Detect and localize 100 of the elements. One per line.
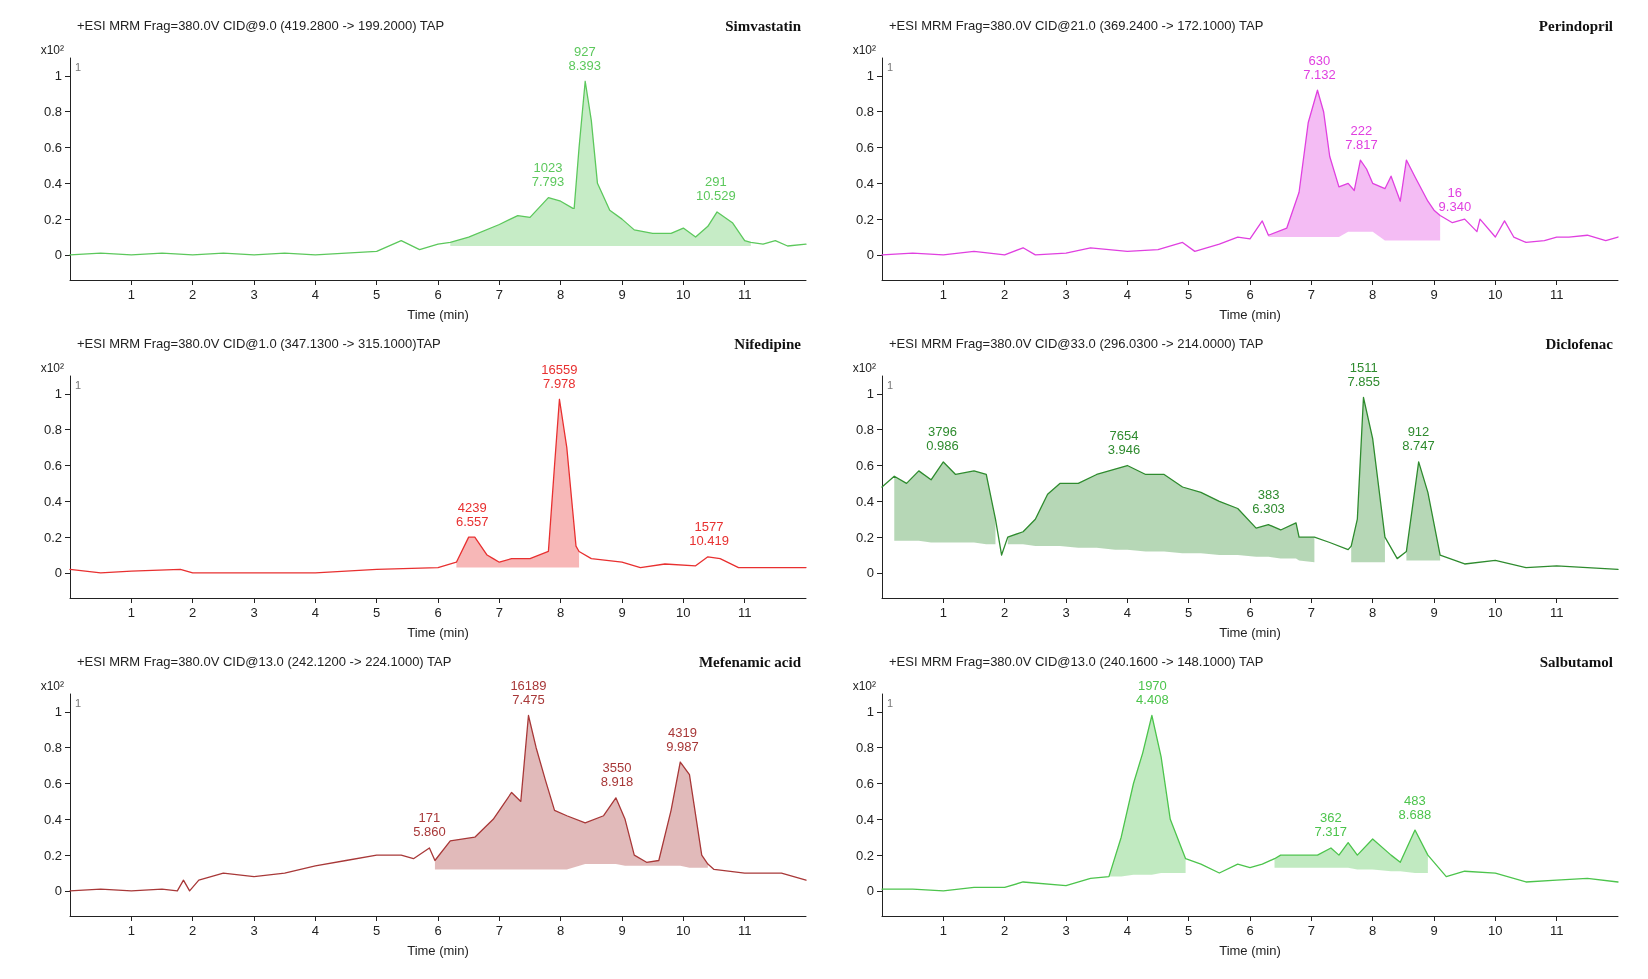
x-tick-label: 5 xyxy=(1185,287,1193,302)
x-tick-label: 2 xyxy=(189,923,197,938)
chart-title: +ESI MRM Frag=380.0V CID@9.0 (419.2800 -> 199.2000) TAP xyxy=(77,18,445,33)
x-tick-label: 10 xyxy=(1488,605,1503,620)
annotation: 222 7.817 xyxy=(1345,122,1378,152)
x-tick-label: 5 xyxy=(1185,923,1193,938)
annotation: 1970 4.408 xyxy=(1136,677,1169,707)
annotation: 912 8.747 xyxy=(1402,424,1435,454)
line-series xyxy=(881,396,1619,570)
x-tick-label: 7 xyxy=(495,923,503,938)
x-tick-label: 4 xyxy=(311,923,319,938)
y-tick-label: 0.6 xyxy=(43,458,62,474)
chart-title: +ESI MRM Frag=380.0V CID@33.0 (296.0300 -> 214.0000) TAP xyxy=(889,336,1264,351)
x-tick-label: 10 xyxy=(1488,287,1503,302)
x-tick-label: 11 xyxy=(1549,287,1564,302)
x-tick-label: 8 xyxy=(1369,923,1377,938)
annotation: 362 7.317 xyxy=(1314,810,1348,840)
y-axis-title: x10² xyxy=(40,679,64,693)
x-tick-label: 11 xyxy=(737,923,752,938)
x-tick-label: 4 xyxy=(1123,605,1131,620)
y-tick-label: 1 xyxy=(54,68,62,84)
chart-subtitle: Mefenamic acid xyxy=(698,653,802,670)
annotation: 1 xyxy=(887,696,894,709)
chart-subtitle: Nifedipine xyxy=(734,335,802,352)
x-tick-label: 7 xyxy=(1307,923,1315,938)
line-series xyxy=(69,714,807,892)
x-tick-label: 1 xyxy=(939,605,947,620)
annotation: 1577 10.419 xyxy=(689,519,729,549)
x-axis-title: Time (min) xyxy=(1219,307,1281,322)
line-series xyxy=(69,398,807,574)
x-tick-label: 6 xyxy=(1246,287,1254,302)
y-axis-title: x10² xyxy=(40,361,64,375)
x-tick-label: 1 xyxy=(939,287,947,302)
x-tick-label: 4 xyxy=(1123,923,1131,938)
y-tick-label: 0 xyxy=(866,565,874,581)
x-tick-label: 6 xyxy=(434,287,442,302)
y-axis-title: x10² xyxy=(852,43,876,57)
y-axis-title: x10² xyxy=(40,43,64,57)
annotation: 1 xyxy=(887,378,894,391)
x-tick-label: 2 xyxy=(1001,287,1009,302)
x-tick-label: 3 xyxy=(1062,923,1070,938)
annotation: 16 9.340 xyxy=(1438,185,1472,215)
x-tick-label: 4 xyxy=(311,287,319,302)
x-tick-label: 10 xyxy=(676,923,691,938)
y-tick-label: 0.6 xyxy=(43,776,62,792)
y-tick-label: 0.4 xyxy=(855,811,874,827)
x-tick-label: 5 xyxy=(373,605,381,620)
chart-subtitle: Perindopril xyxy=(1538,17,1614,34)
y-axis-title: x10² xyxy=(852,361,876,375)
y-tick-label: 1 xyxy=(866,704,874,720)
x-tick-label: 3 xyxy=(250,605,258,620)
x-tick-label: 4 xyxy=(1123,287,1131,302)
x-tick-label: 4 xyxy=(311,605,319,620)
y-tick-label: 0.2 xyxy=(43,211,62,227)
x-axis-title: Time (min) xyxy=(407,307,469,322)
chart-subtitle: Salbutamol xyxy=(1539,653,1614,670)
y-tick-label: 0.2 xyxy=(855,211,874,227)
y-tick-label: 0 xyxy=(54,565,62,581)
y-tick-label: 0.2 xyxy=(855,847,874,863)
x-tick-label: 8 xyxy=(557,923,565,938)
annotation: 1023 7.793 xyxy=(531,160,565,190)
y-tick-label: 0.6 xyxy=(855,140,874,156)
y-tick-label: 0.2 xyxy=(43,529,62,545)
annotation: 4239 6.557 xyxy=(455,499,489,529)
annotation: 1 xyxy=(75,60,82,73)
x-tick-label: 3 xyxy=(250,287,258,302)
x-axis-title: Time (min) xyxy=(1219,625,1281,640)
y-tick-label: 0.8 xyxy=(43,740,62,756)
chart-title: +ESI MRM Frag=380.0V CID@13.0 (240.1600 -> 148.1000) TAP xyxy=(889,654,1264,669)
x-tick-label: 8 xyxy=(557,605,565,620)
y-tick-label: 0.4 xyxy=(43,493,62,509)
y-tick-label: 0.8 xyxy=(43,104,62,120)
x-tick-label: 11 xyxy=(737,287,752,302)
y-tick-label: 0.8 xyxy=(43,422,62,438)
y-tick-label: 0.6 xyxy=(855,458,874,474)
x-tick-label: 8 xyxy=(557,287,565,302)
y-tick-label: 1 xyxy=(54,386,62,402)
x-tick-label: 9 xyxy=(618,605,626,620)
y-tick-label: 0.8 xyxy=(855,740,874,756)
x-tick-label: 8 xyxy=(1369,287,1377,302)
x-tick-label: 6 xyxy=(1246,923,1254,938)
y-tick-label: 0 xyxy=(866,883,874,899)
chart-title: +ESI MRM Frag=380.0V CID@21.0 (369.2400 -> 172.1000) TAP xyxy=(889,18,1264,33)
annotation: 4319 9.987 xyxy=(666,724,699,754)
chart-title: +ESI MRM Frag=380.0V CID@1.0 (347.1300 -> 315.1000)TAP xyxy=(77,336,441,351)
x-tick-label: 11 xyxy=(1549,923,1564,938)
x-tick-label: 1 xyxy=(939,923,947,938)
y-tick-label: 0 xyxy=(866,247,874,263)
x-tick-label: 11 xyxy=(1549,605,1564,620)
x-axis-title: Time (min) xyxy=(1219,943,1281,958)
y-tick-label: 0.4 xyxy=(855,493,874,509)
x-tick-label: 5 xyxy=(1185,605,1193,620)
y-axis-title: x10² xyxy=(852,679,876,693)
x-tick-label: 7 xyxy=(1307,287,1315,302)
x-tick-label: 1 xyxy=(127,923,135,938)
x-tick-label: 3 xyxy=(1062,287,1070,302)
y-tick-label: 0 xyxy=(54,883,62,899)
y-tick-label: 0.2 xyxy=(855,529,874,545)
annotation: 383 6.303 xyxy=(1252,487,1285,517)
annotation: 16559 7.978 xyxy=(541,361,578,391)
